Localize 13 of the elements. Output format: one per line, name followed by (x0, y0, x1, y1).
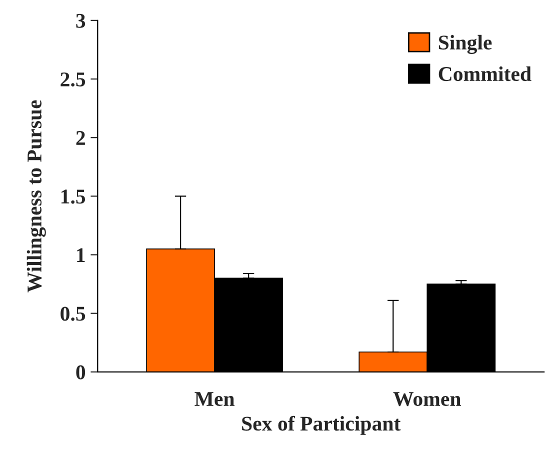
y-tick-label: 1.5 (61, 190, 86, 204)
x-tick-label: Men (194, 392, 234, 406)
y-tick-label: 2.5 (60, 72, 86, 87)
legend-label: Commited (438, 66, 532, 82)
y-tick-label: 1 (77, 248, 85, 262)
y-tick-label: 0.5 (60, 306, 86, 321)
y-tick-label: 3 (76, 14, 86, 28)
x-tick-label: Women (393, 392, 461, 406)
y-tick-label: 2 (76, 131, 85, 145)
x-axis-title: Sex of Participant (242, 416, 401, 435)
y-tick-label: 0 (76, 365, 86, 380)
legend-label: Single (438, 34, 492, 54)
y-axis-title: Willingness to Pursue (26, 100, 46, 292)
